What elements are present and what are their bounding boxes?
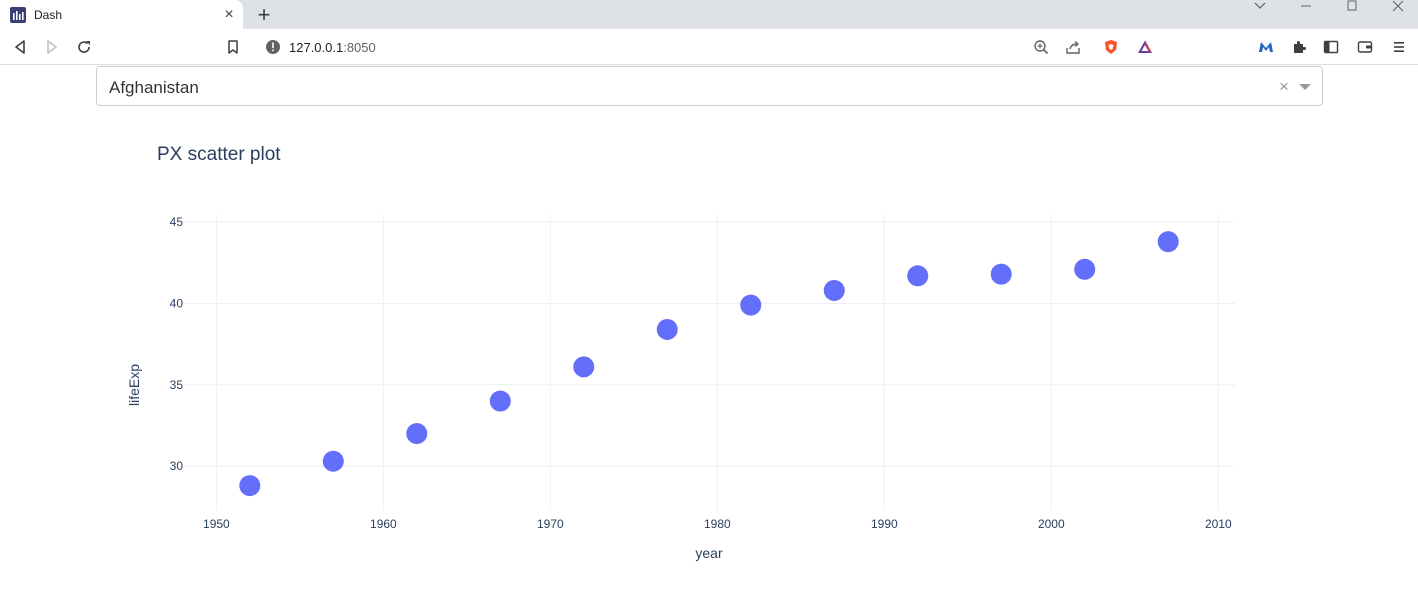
x-tick-label: 1980	[704, 517, 731, 531]
bookmark-button[interactable]	[221, 35, 245, 59]
data-point[interactable]	[573, 356, 595, 378]
brave-shield-icon[interactable]	[1103, 39, 1119, 55]
wallet-icon[interactable]	[1357, 39, 1373, 55]
x-tick-label: 1960	[370, 517, 397, 531]
x-tick-label: 1990	[871, 517, 898, 531]
url-port: :8050	[343, 39, 376, 55]
tab-search-icon[interactable]	[1250, 0, 1270, 12]
data-point[interactable]	[656, 318, 678, 340]
x-tick-label: 2010	[1205, 517, 1232, 531]
reload-icon	[78, 41, 90, 53]
dash-favicon-icon	[10, 6, 26, 23]
malwarebytes-extension-icon[interactable]	[1258, 39, 1274, 55]
data-point[interactable]	[823, 279, 845, 301]
new-tab-button[interactable]: +	[257, 2, 271, 27]
tab-title: Dash	[34, 7, 63, 22]
maximize-icon[interactable]	[1342, 0, 1362, 12]
browser-toolbar: 127.0.0.1:8050	[0, 29, 1418, 65]
data-point[interactable]	[406, 423, 428, 445]
dropdown-clear-icon[interactable]: ×	[1279, 77, 1289, 96]
country-dropdown[interactable]: Afghanistan ×	[96, 66, 1323, 106]
reload-button[interactable]	[72, 35, 96, 59]
sidebar-icon[interactable]	[1323, 39, 1339, 55]
brave-rewards-icon[interactable]	[1137, 39, 1153, 55]
close-window-icon[interactable]	[1388, 0, 1408, 12]
data-point[interactable]	[907, 265, 929, 287]
y-tick-label: 45	[170, 215, 184, 229]
x-tick-label: 1950	[203, 517, 230, 531]
back-icon	[15, 40, 25, 54]
y-tick-label: 35	[170, 378, 184, 392]
url-text[interactable]: 127.0.0.1:8050	[289, 40, 376, 55]
back-button[interactable]	[8, 35, 32, 59]
extensions-icon[interactable]	[1291, 39, 1307, 55]
data-point[interactable]	[489, 390, 511, 412]
dropdown-arrow-icon[interactable]	[1299, 84, 1311, 90]
share-icon[interactable]	[1065, 39, 1081, 55]
data-points[interactable]	[239, 231, 1179, 497]
url-host: 127.0.0.1	[289, 39, 344, 55]
data-point[interactable]	[1074, 258, 1096, 280]
y-axis-label: lifeExp	[126, 364, 142, 406]
x-tick-label: 1970	[537, 517, 564, 531]
site-info-icon[interactable]	[265, 39, 281, 55]
menu-icon[interactable]	[1391, 39, 1407, 55]
data-point[interactable]	[239, 475, 261, 497]
data-point[interactable]	[740, 294, 762, 316]
bookmark-icon	[228, 40, 238, 54]
forward-icon	[47, 40, 57, 54]
scatter-chart: 1950 1960 1970 1980 1990 2000 2010 30 35 40 45 PX …	[0, 106, 1418, 614]
data-point[interactable]	[1157, 231, 1179, 253]
data-point[interactable]	[322, 450, 344, 472]
x-tick-label: 2000	[1038, 517, 1065, 531]
tab-close-icon[interactable]: ×	[224, 5, 234, 23]
chart-title: PX scatter plot	[157, 144, 281, 165]
minimize-icon[interactable]	[1296, 0, 1316, 12]
browser-tab[interactable]: Dash ×	[0, 0, 243, 29]
y-tick-label: 40	[170, 296, 184, 310]
x-axis-label: year	[695, 545, 723, 561]
y-tick-label: 30	[170, 459, 184, 473]
dropdown-selected-value: Afghanistan	[109, 78, 199, 97]
chart-svg: 1950 1960 1970 1980 1990 2000 2010 30 35 40 45 PX …	[126, 144, 1235, 561]
grid-lines	[183, 214, 1235, 510]
data-point[interactable]	[990, 263, 1012, 285]
address-bar[interactable]: 127.0.0.1:8050	[256, 33, 1164, 61]
zoom-icon[interactable]	[1033, 39, 1049, 55]
forward-button[interactable]	[40, 35, 64, 59]
tick-labels: 1950 1960 1970 1980 1990 2000 2010 30 35 40 45	[170, 215, 1232, 531]
tab-strip: Dash × +	[0, 0, 1418, 29]
